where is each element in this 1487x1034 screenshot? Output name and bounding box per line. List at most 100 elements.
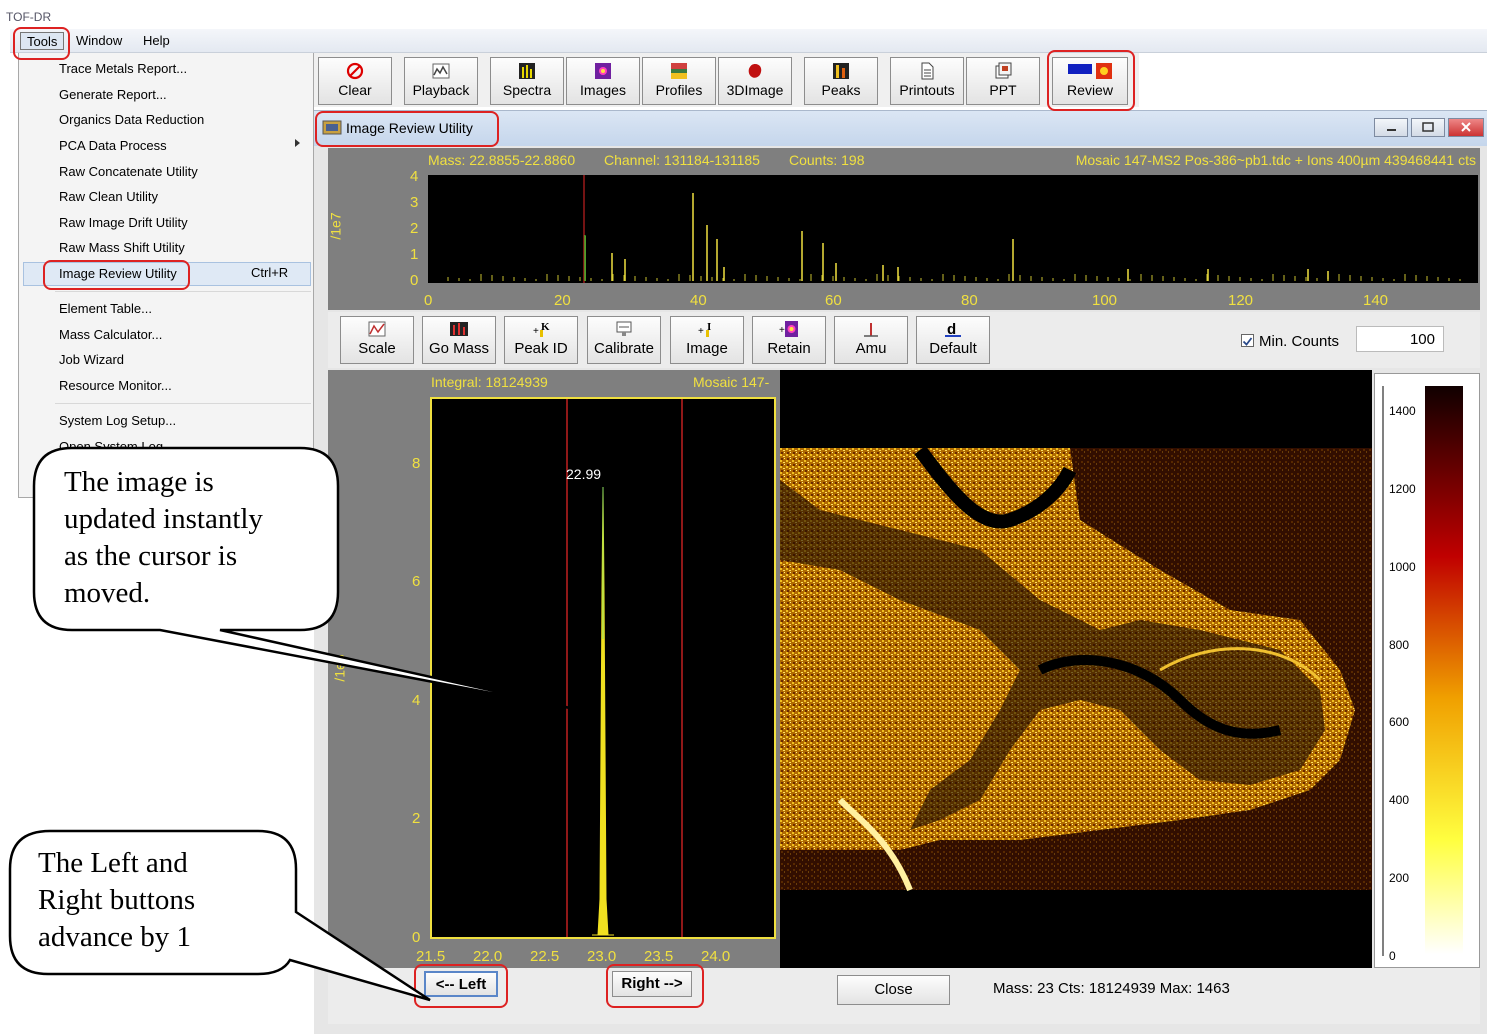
callout-bottom-line: advance by 1	[38, 921, 191, 953]
peak-graph	[566, 399, 683, 937]
document-icon	[921, 62, 934, 80]
profiles-button[interactable]: Profiles	[642, 57, 716, 105]
peaks-icon	[833, 63, 849, 79]
window-title: Image Review Utility	[346, 120, 473, 136]
spectrum-ytick: 4	[410, 168, 419, 185]
dd-trace-metals-report[interactable]: Trace Metals Report...	[59, 61, 188, 76]
spectrum-xtick: 140	[1363, 292, 1389, 309]
retain-label: Retain	[767, 340, 811, 357]
svg-text:I: I	[707, 321, 711, 333]
peak-ytick: 6	[412, 573, 421, 590]
scale-icon	[368, 321, 386, 337]
dd-raw-mass-shift-utility[interactable]: Raw Mass Shift Utility	[59, 240, 185, 255]
profiles-icon	[671, 63, 687, 79]
dd-shortcut-text: Ctrl+R	[251, 265, 289, 280]
peak-id-button[interactable]: K + Peak ID	[504, 316, 578, 364]
ion-image-panel	[780, 370, 1372, 968]
callout-top-line: updated instantly	[64, 503, 263, 535]
min-counts-label: Min. Counts	[1259, 333, 1340, 350]
dd-raw-clean-utility[interactable]: Raw Clean Utility	[59, 189, 158, 204]
colorbar-tick: 600	[1389, 715, 1410, 729]
peaks-button[interactable]: Peaks	[804, 57, 878, 105]
spectrum-ytick: 0	[410, 272, 419, 289]
spectrum-plot[interactable]	[428, 175, 1478, 283]
right-button[interactable]: Right -->	[612, 971, 692, 997]
peak-plot[interactable]	[430, 397, 776, 939]
minimize-button[interactable]	[1374, 118, 1408, 137]
review-button[interactable]: Review	[1052, 57, 1128, 105]
clear-label: Clear	[338, 82, 372, 98]
playback-button[interactable]: Playback	[404, 57, 478, 105]
dd-separator	[55, 403, 311, 404]
menu-window[interactable]: Window	[76, 33, 123, 48]
amu-button[interactable]: Amu	[834, 316, 908, 364]
printouts-button[interactable]: Printouts	[890, 57, 964, 105]
svg-text:+: +	[779, 325, 785, 336]
calibrate-button[interactable]: Calibrate	[587, 316, 661, 364]
peak-id-label: Peak ID	[514, 340, 568, 357]
playback-chart-icon	[432, 63, 450, 79]
dd-job-wizard[interactable]: Job Wizard	[59, 352, 125, 367]
3d-blob-icon	[748, 64, 762, 78]
no-entry-icon	[346, 62, 364, 80]
spectra-button[interactable]: Spectra	[490, 57, 564, 105]
app-title: TOF-DR	[6, 10, 52, 24]
colorbar-tick: 1400	[1389, 404, 1416, 418]
image-peak-icon: + I	[698, 321, 711, 337]
peak-xtick: 23.5	[644, 948, 674, 965]
ppt-button[interactable]: PPT	[966, 57, 1040, 105]
spectrum-xtick: 100	[1092, 292, 1118, 309]
image-button[interactable]: + I Image	[670, 316, 744, 364]
spectrum-xtick: 40	[690, 292, 707, 309]
amu-label: Amu	[855, 340, 887, 357]
dd-pca-data-process[interactable]: PCA Data Process	[59, 138, 167, 153]
dd-system-log-setup[interactable]: System Log Setup...	[59, 413, 177, 428]
maximize-button[interactable]	[1411, 118, 1445, 137]
colorbar	[1382, 386, 1463, 956]
callout-bottom-line: Right buttons	[38, 884, 196, 916]
default-label: Default	[929, 340, 977, 357]
spectra-label: Spectra	[502, 82, 552, 98]
min-counts-checkbox[interactable]	[1241, 334, 1254, 347]
image-label: Image	[686, 340, 728, 357]
dd-raw-concatenate-utility[interactable]: Raw Concatenate Utility	[59, 164, 198, 179]
go-mass-button[interactable]: Go Mass	[422, 316, 496, 364]
retain-icon: +	[779, 321, 798, 337]
scale-button[interactable]: Scale	[340, 316, 414, 364]
close-button[interactable]: Close	[837, 975, 950, 1005]
retain-button[interactable]: + Retain	[752, 316, 826, 364]
menu-tools[interactable]: Tools	[20, 32, 65, 50]
dd-mass-calculator[interactable]: Mass Calculator...	[59, 327, 163, 342]
dd-generate-report[interactable]: Generate Report...	[59, 87, 167, 102]
left-button[interactable]: <-- Left	[424, 971, 498, 997]
clear-button[interactable]: Clear	[318, 57, 392, 105]
dd-element-table[interactable]: Element Table...	[59, 301, 152, 316]
3dimage-label: 3DImage	[726, 82, 784, 98]
dd-resource-monitor[interactable]: Resource Monitor...	[59, 378, 172, 393]
scale-label: Scale	[358, 340, 396, 357]
ion-image	[780, 445, 1372, 892]
min-counts-input[interactable]: 100	[1356, 326, 1444, 352]
3dimage-button[interactable]: 3DImage	[718, 57, 792, 105]
dd-organics-data-reduction[interactable]: Organics Data Reduction	[59, 112, 205, 127]
spectrum-xtick: 80	[961, 292, 978, 309]
dd-raw-image-drift-utility[interactable]: Raw Image Drift Utility	[59, 215, 188, 230]
dd-image-review-utility[interactable]: Image Review Utility	[59, 266, 177, 281]
menu-help[interactable]: Help	[143, 33, 170, 48]
peak-mosaic-label: Mosaic 147-	[693, 374, 770, 390]
images-label: Images	[580, 82, 626, 98]
images-button[interactable]: Images	[566, 57, 640, 105]
callout-top-line: The image is	[64, 466, 214, 498]
review-label: Review	[1067, 82, 1113, 98]
playback-label: Playback	[412, 82, 470, 98]
close-window-button[interactable]	[1448, 118, 1484, 137]
tools-dropdown: Trace Metals Report... Generate Report..…	[18, 53, 314, 498]
menubar: Tools Window Help	[10, 29, 1487, 53]
utility-window-icon	[322, 120, 342, 135]
images-icon	[595, 63, 611, 79]
default-button[interactable]: d Default	[916, 316, 990, 364]
spectrum-graph	[447, 175, 1461, 283]
peak-xtick: 23.0	[587, 948, 617, 965]
